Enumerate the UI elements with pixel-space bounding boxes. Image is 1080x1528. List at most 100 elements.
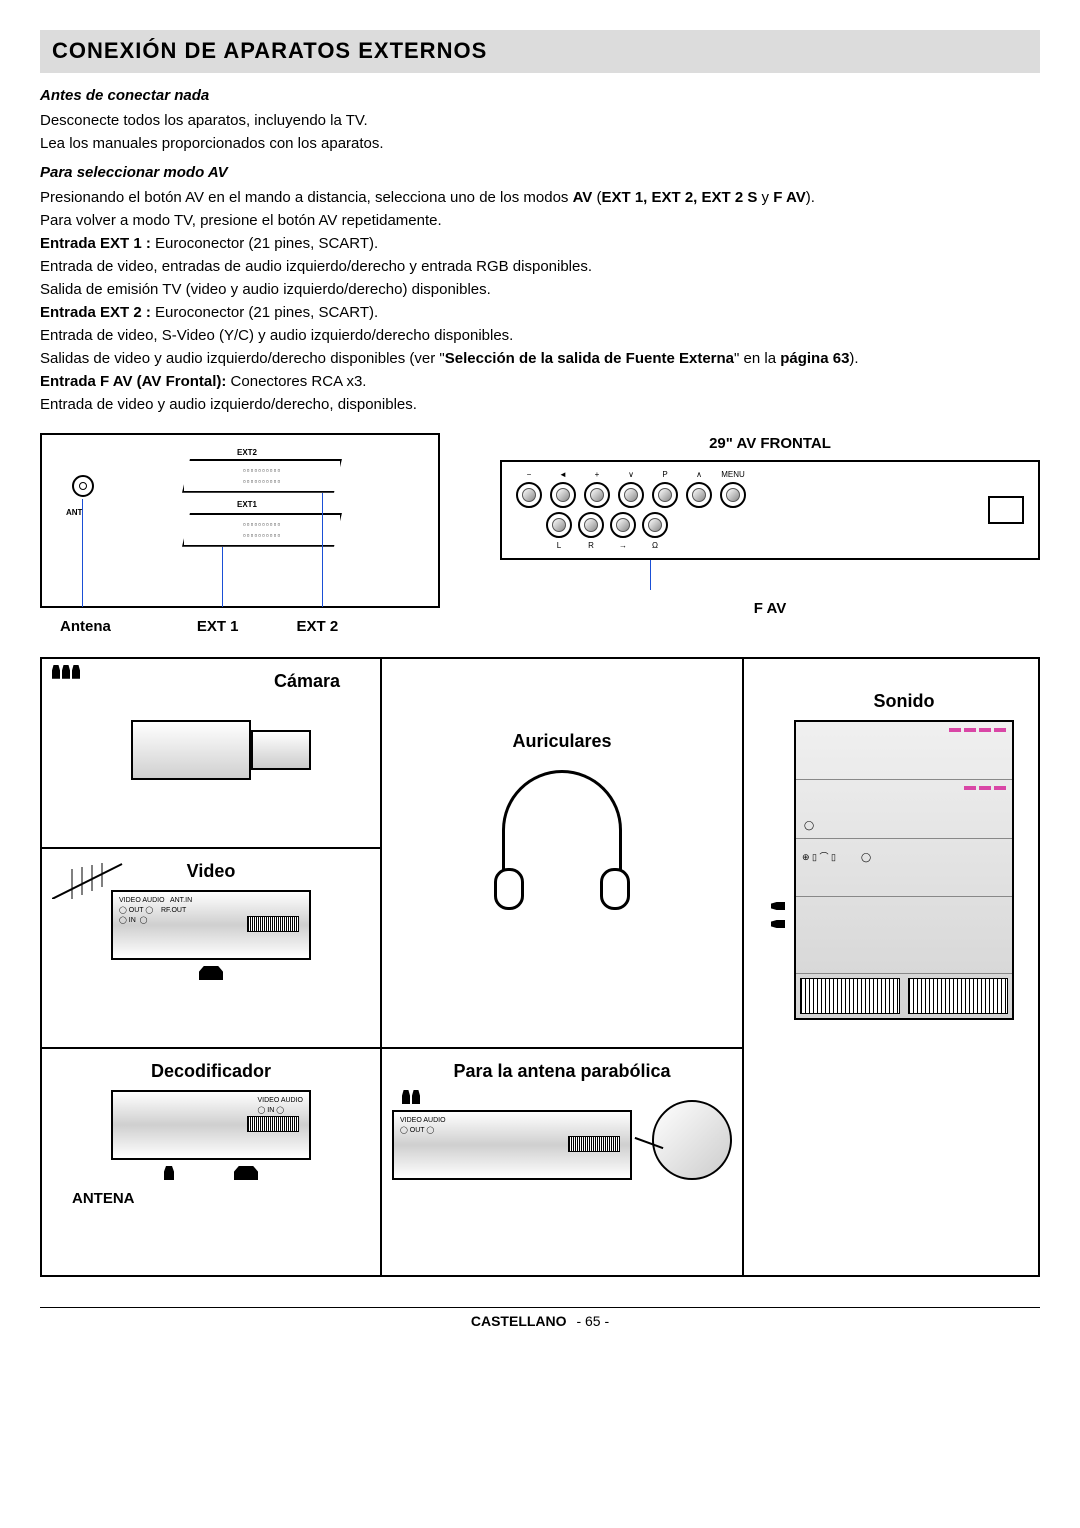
audio-jack-icon: [578, 512, 604, 538]
btn-col: +: [584, 469, 610, 508]
text: Selección de la salida de Fuente Externa: [445, 350, 734, 367]
coax-plug-icon: [164, 1166, 174, 1180]
ext1-label: EXT1: [237, 499, 257, 510]
btn-label: MENU: [721, 469, 745, 480]
subhead-avmode: Para seleccionar modo AV: [40, 162, 1040, 183]
text-line: Salida de emisión TV (video y audio izqu…: [40, 279, 1040, 300]
text: Euroconector (21 pines, SCART).: [151, 235, 378, 252]
label-video: Video: [187, 859, 236, 884]
btn-col: ∨: [618, 469, 644, 508]
sat-receiver-col: VIDEO AUDIO◯ OUT ◯: [392, 1090, 632, 1180]
text: y: [757, 189, 773, 206]
headphones-icon: [492, 770, 632, 930]
text: ).: [849, 350, 858, 367]
text-line: Entrada F AV (AV Frontal): Conectores RC…: [40, 371, 1040, 392]
btn-label: L: [557, 540, 561, 551]
label-camera: Cámara: [274, 669, 340, 694]
label-antena-bottom: ANTENA: [72, 1188, 135, 1209]
btn-label: Ω: [652, 540, 658, 551]
text-line: Entrada EXT 1 : Euroconector (21 pines, …: [40, 233, 1040, 254]
ant-label: ANT: [66, 507, 82, 518]
btn-label: P: [662, 469, 667, 480]
btn-col: P: [652, 469, 678, 508]
device-col-right: Sonido ◯ ⊕ ▯ ⌒ ▯ ◯: [744, 659, 1064, 1275]
lead-line: [322, 493, 323, 607]
cell-decoder: Decodificador VIDEO AUDIO◯ IN ◯ ANTENA: [42, 1049, 380, 1275]
text-line: Salidas de video y audio izquierdo/derec…: [40, 348, 1040, 369]
footer-page: - 65 -: [576, 1313, 609, 1329]
subhead-before: Antes de conectar nada: [40, 85, 1040, 106]
pins: ▫▫▫▫▫▫▫▫▫▫▫▫▫▫▫▫▫▫▫▫: [243, 519, 281, 541]
stereo-deck: ◯: [796, 780, 1012, 838]
btn-label: →: [619, 540, 627, 551]
cell-video: Video VIDEO AUDIO ANT.IN◯ OUT ◯ RF.OUT◯ …: [42, 849, 380, 1049]
fav-label: F AV: [500, 598, 1040, 619]
text: EXT 1, EXT 2, EXT 2 S: [601, 189, 757, 206]
label-ext2: EXT 2: [297, 616, 339, 637]
text-line: Entrada de video, entradas de audio izqu…: [40, 256, 1040, 277]
page-footer: CASTELLANO - 65 -: [40, 1307, 1040, 1332]
stereo-deck: ⊕ ▯ ⌒ ▯ ◯: [796, 839, 1012, 897]
menu-button-icon: [720, 482, 746, 508]
cell-sound: Sonido ◯ ⊕ ▯ ⌒ ▯ ◯: [744, 659, 1064, 1275]
label-antena: Antena: [60, 616, 111, 637]
satellite-dish-icon: [652, 1100, 732, 1180]
front-panel-title: 29" AV FRONTAL: [500, 433, 1040, 454]
btn-col: Ω: [642, 512, 668, 551]
sat-ports-label: VIDEO AUDIO◯ OUT ◯: [400, 1116, 446, 1136]
scart-plug-icon: [234, 1166, 258, 1180]
front-panel-column: 29" AV FRONTAL − ◄ + ∨ P ∧ MENU L R → Ω: [500, 433, 1040, 637]
rca-plugs-icon: [774, 899, 782, 931]
sat-receiver-icon: VIDEO AUDIO◯ OUT ◯: [392, 1110, 632, 1180]
camera-icon: [111, 700, 311, 800]
section-title-bar: CONEXIÓN DE APARATOS EXTERNOS: [40, 30, 1040, 73]
btn-col: →: [610, 512, 636, 551]
btn-label: ∧: [696, 469, 702, 480]
lead-line: [222, 547, 223, 607]
label-sound: Sonido: [874, 689, 935, 714]
text: AV: [573, 189, 593, 206]
btn-col: R: [578, 512, 604, 551]
btn-label: ◄: [559, 469, 567, 480]
rear-panel: ANT EXT2 ▫▫▫▫▫▫▫▫▫▫▫▫▫▫▫▫▫▫▫▫ EXT1 ▫▫▫▫▫…: [40, 433, 440, 608]
rear-panel-labels: Antena EXT 1 EXT 2: [40, 616, 440, 637]
text: ).: [806, 189, 815, 206]
text: Salidas de video y audio izquierdo/derec…: [40, 350, 445, 367]
text-line: Entrada EXT 2 : Euroconector (21 pines, …: [40, 302, 1040, 323]
text-line: Lea los manuales proporcionados con los …: [40, 133, 1040, 154]
sat-row: VIDEO AUDIO◯ OUT ◯: [392, 1090, 732, 1180]
prog-down-button-icon: [618, 482, 644, 508]
rca-plugs-icon: [402, 1090, 632, 1104]
vol-up-button-icon: [584, 482, 610, 508]
front-buttons: − ◄ + ∨ P ∧ MENU L R → Ω: [516, 469, 746, 551]
antenna-port-icon: [72, 475, 94, 497]
pins: ▫▫▫▫▫▫▫▫▫▫▫▫▫▫▫▫▫▫▫▫: [243, 465, 281, 487]
vcr-icon: VIDEO AUDIO ANT.IN◯ OUT ◯ RF.OUT◯ IN ◯: [111, 890, 311, 960]
scart-plug-icon: [199, 966, 223, 980]
btn-label: +: [595, 469, 600, 480]
scart-ext1-icon: ▫▫▫▫▫▫▫▫▫▫▫▫▫▫▫▫▫▫▫▫: [182, 513, 342, 547]
rear-panel-column: ANT EXT2 ▫▫▫▫▫▫▫▫▫▫▫▫▫▫▫▫▫▫▫▫ EXT1 ▫▫▫▫▫…: [40, 433, 440, 637]
btn-col: L: [546, 512, 572, 551]
tv-icon: [988, 496, 1024, 524]
text-line: Para volver a modo TV, presione el botón…: [40, 210, 1040, 231]
page-title: CONEXIÓN DE APARATOS EXTERNOS: [52, 36, 1028, 67]
vcr-ports-label: VIDEO AUDIO ANT.IN◯ OUT ◯ RF.OUT◯ IN ◯: [119, 896, 192, 925]
stereo-speakers: [796, 974, 1012, 1018]
panel-diagram-row: ANT EXT2 ▫▫▫▫▫▫▫▫▫▫▫▫▫▫▫▫▫▫▫▫ EXT1 ▫▫▫▫▫…: [40, 433, 1040, 637]
plug-row: [164, 1166, 258, 1180]
text-line: Presionando el botón AV en el mando a di…: [40, 187, 1040, 208]
button-row-bottom: L R → Ω: [546, 512, 746, 551]
btn-label: R: [588, 540, 594, 551]
text: Entrada EXT 2 :: [40, 304, 151, 321]
text-line: Entrada de video y audio izquierdo/derec…: [40, 394, 1040, 415]
decoder-ports-label: VIDEO AUDIO◯ IN ◯: [257, 1096, 303, 1116]
text: Conectores RCA x3.: [226, 373, 366, 390]
prog-up-button-icon: [686, 482, 712, 508]
btn-col: ◄: [550, 469, 576, 508]
cell-headphones: Auriculares: [382, 659, 742, 1049]
prog-button-icon: [652, 482, 678, 508]
text: Euroconector (21 pines, SCART).: [151, 304, 378, 321]
label-parabolic: Para la antena parabólica: [453, 1059, 670, 1084]
stereo-deck: [796, 897, 1012, 974]
